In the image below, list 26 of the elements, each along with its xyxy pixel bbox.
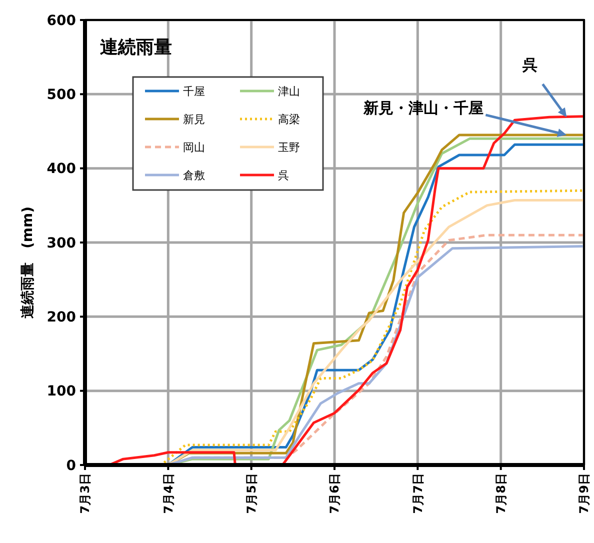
x-tick-label: 7月9日 [577,473,592,514]
legend-label: 津山 [278,84,300,98]
y-axis-title: 連続雨量 (mm) [20,206,36,320]
legend-label: 岡山 [183,140,205,154]
y-tick-label: 0 [66,458,76,474]
y-tick-label: 300 [46,235,76,252]
legend-label: 新見 [183,112,205,126]
x-tick-label: 7月8日 [494,473,508,514]
legend-label: 玉野 [278,140,300,154]
x-tick-label: 7月6日 [328,473,342,514]
legend-label: 倉敷 [183,168,205,182]
annotation: 新見・津山・千屋 [362,98,484,117]
y-tick-label: 400 [46,161,76,178]
y-tick-label: 200 [46,310,76,326]
x-tick-label: 7月3日 [78,473,92,514]
annotation: 呉 [522,56,538,74]
legend-label: 呉 [278,168,289,182]
x-tick-label: 7月4日 [161,473,176,514]
y-tick-label: 500 [46,87,76,104]
text: 連続雨量 [100,37,172,58]
legend-label: 千屋 [183,84,205,98]
x-tick-label: 7月7日 [410,473,425,514]
legend-label: 高梁 [278,112,300,126]
y-tick-label: 600 [46,12,76,29]
x-tick-label: 7月5日 [244,473,259,514]
y-tick-label: 100 [46,384,76,400]
